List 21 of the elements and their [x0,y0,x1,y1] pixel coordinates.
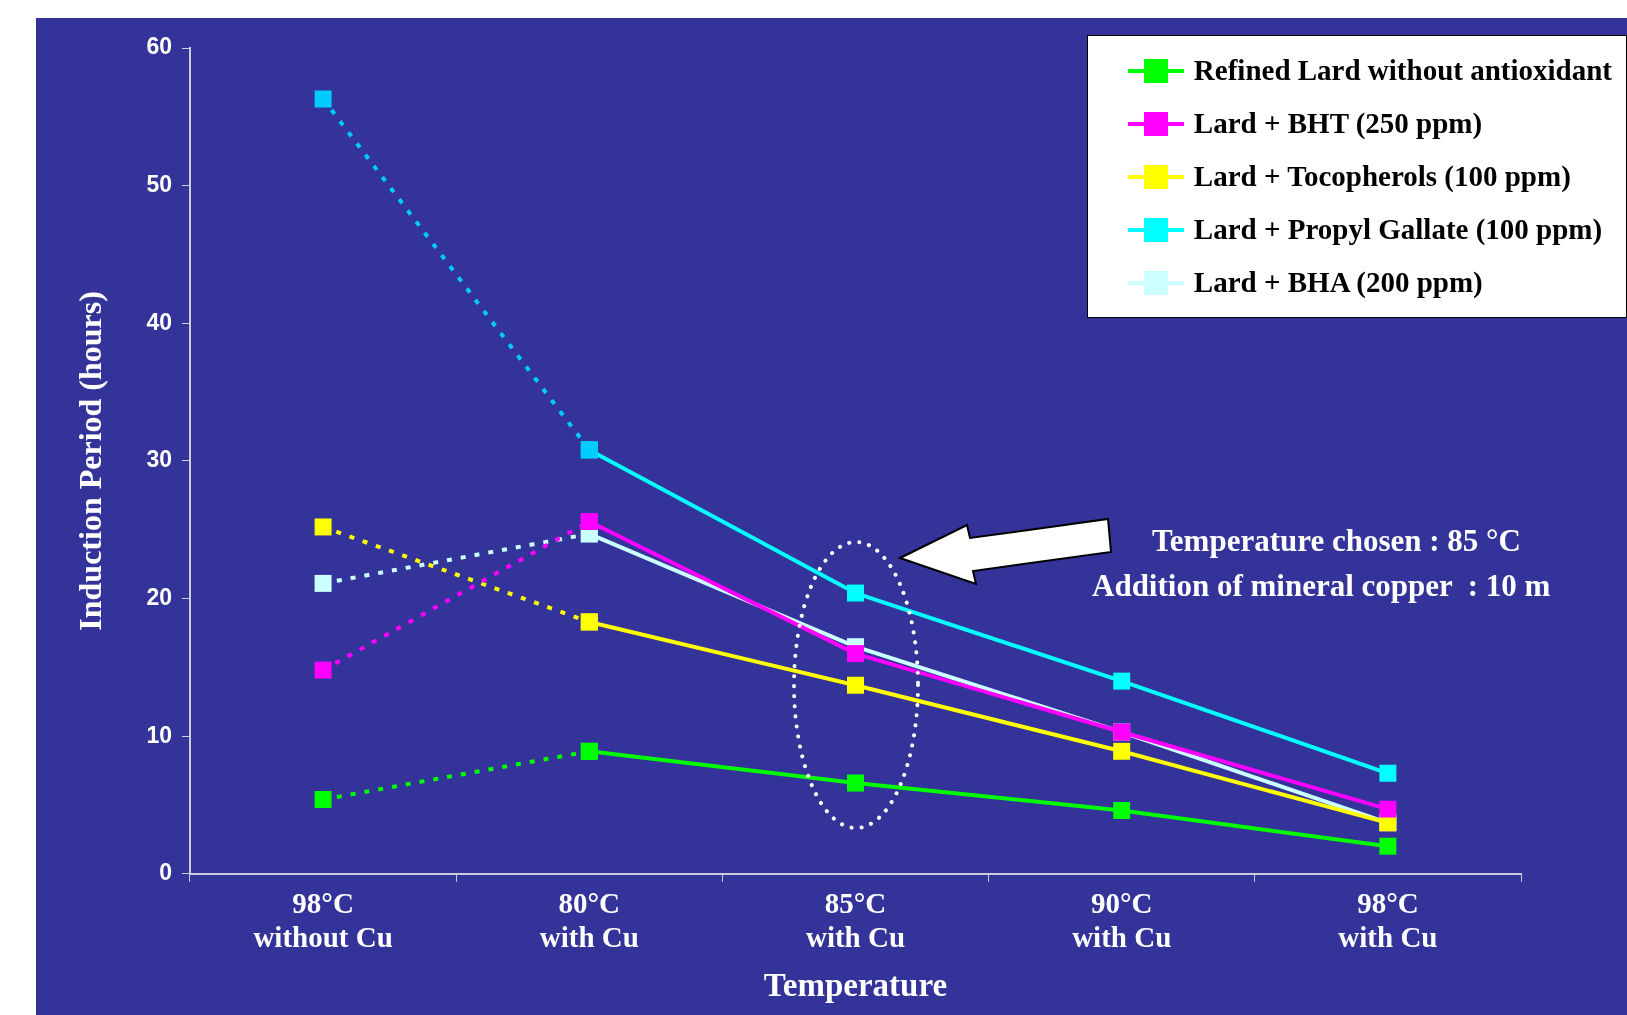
y-axis-title: Induction Period (hours) [72,291,109,631]
annotation: Addition of mineral copper : 10 m [1092,568,1551,604]
annotation: Temperature chosen : 85 °C [1152,523,1521,559]
y-tick-label: 0 [159,859,172,886]
x-tick-label: 98°C with Cu [1338,886,1438,954]
x-tick-label: 80°C with Cu [539,886,639,954]
y-tick-label: 10 [146,721,172,748]
x-tick-label: 85°C with Cu [805,886,906,954]
legend-label: Lard + Propyl Gallate (100 ppm) [1193,213,1603,246]
y-tick-label: 60 [146,33,172,60]
legend-label: Lard + BHT (250 ppm) [1193,107,1483,140]
x-tick-label: 90°C with Cu [1072,886,1172,954]
y-tick-label: 50 [146,170,172,197]
legend-label: Lard + Tocopherols (100 ppm) [1193,160,1571,193]
legend-label: Lard + BHA (200 ppm) [1193,266,1483,299]
x-tick-label: 98°C without Cu [253,886,393,954]
legend-label: Refined Lard without antioxidant [1193,54,1612,87]
y-tick-label: 30 [146,446,172,473]
x-axis-title: Temperature [763,966,948,1003]
y-tick-label: 40 [146,308,172,335]
y-tick-label: 20 [146,583,172,610]
